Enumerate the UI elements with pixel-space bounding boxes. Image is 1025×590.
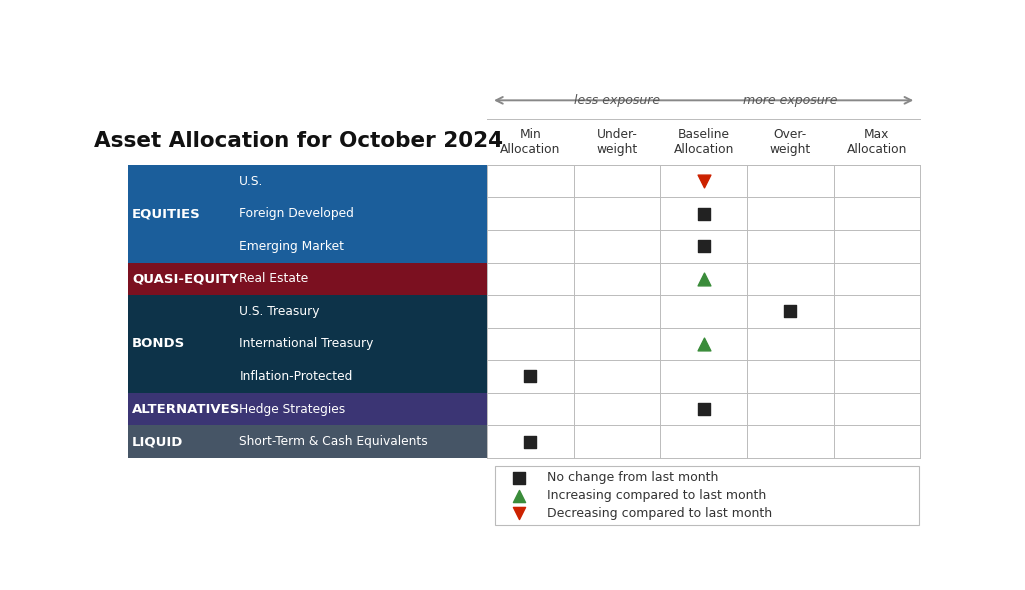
Bar xyxy=(233,393,487,425)
Point xyxy=(695,339,711,349)
Bar xyxy=(128,295,487,393)
Text: U.S. Treasury: U.S. Treasury xyxy=(240,305,320,318)
Text: Max
Allocation: Max Allocation xyxy=(847,127,907,156)
Bar xyxy=(128,393,487,425)
Text: LIQUID: LIQUID xyxy=(132,435,183,448)
Text: ALTERNATIVES: ALTERNATIVES xyxy=(132,402,241,415)
Point xyxy=(523,372,539,381)
Point xyxy=(695,176,711,186)
Text: Short-Term & Cash Equivalents: Short-Term & Cash Equivalents xyxy=(240,435,428,448)
Bar xyxy=(233,263,487,295)
Point xyxy=(695,274,711,284)
Text: EQUITIES: EQUITIES xyxy=(132,207,201,220)
Text: International Treasury: International Treasury xyxy=(240,337,374,350)
Text: Under-
weight: Under- weight xyxy=(597,127,638,156)
Point xyxy=(523,437,539,446)
Text: Emerging Market: Emerging Market xyxy=(240,240,344,253)
Bar xyxy=(233,198,487,230)
Bar xyxy=(233,425,487,458)
Bar xyxy=(233,230,487,263)
Bar xyxy=(128,263,487,295)
Point xyxy=(695,241,711,251)
Point xyxy=(695,404,711,414)
Text: QUASI-EQUITY: QUASI-EQUITY xyxy=(132,273,239,286)
Point xyxy=(510,509,527,518)
Text: Asset Allocation for October 2024: Asset Allocation for October 2024 xyxy=(94,131,503,151)
Text: less exposure: less exposure xyxy=(574,94,660,107)
Text: Min
Allocation: Min Allocation xyxy=(500,127,561,156)
Text: Baseline
Allocation: Baseline Allocation xyxy=(673,127,734,156)
Point xyxy=(695,209,711,218)
Text: Inflation-Protected: Inflation-Protected xyxy=(240,370,353,383)
Bar xyxy=(495,466,918,525)
Bar xyxy=(233,295,487,327)
Text: more exposure: more exposure xyxy=(743,94,837,107)
Text: Hedge Strategies: Hedge Strategies xyxy=(240,402,345,415)
Text: Real Estate: Real Estate xyxy=(240,273,309,286)
Bar xyxy=(128,425,487,458)
Text: Foreign Developed: Foreign Developed xyxy=(240,207,355,220)
Text: U.S.: U.S. xyxy=(240,175,263,188)
Bar xyxy=(128,165,487,263)
Bar xyxy=(233,327,487,360)
Text: BONDS: BONDS xyxy=(132,337,186,350)
Text: No change from last month: No change from last month xyxy=(546,471,719,484)
Text: Decreasing compared to last month: Decreasing compared to last month xyxy=(546,507,772,520)
Bar xyxy=(233,165,487,198)
Bar xyxy=(233,360,487,393)
Point xyxy=(782,307,798,316)
Point xyxy=(510,491,527,500)
Point xyxy=(510,473,527,483)
Text: Over-
weight: Over- weight xyxy=(770,127,811,156)
Text: Increasing compared to last month: Increasing compared to last month xyxy=(546,489,766,502)
